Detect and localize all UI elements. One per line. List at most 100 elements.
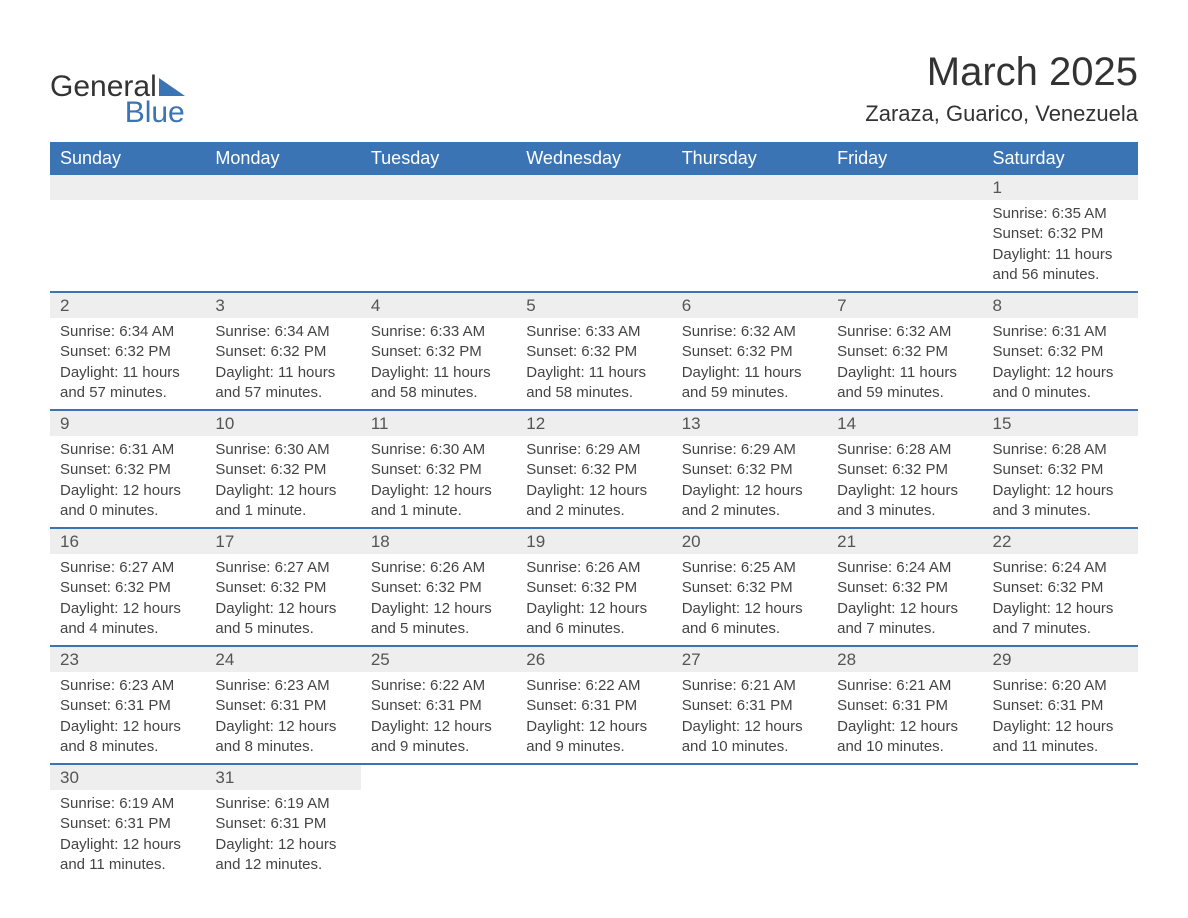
sunrise-line: Sunrise: 6:30 AM [215, 440, 350, 460]
sunset-line: Sunset: 6:32 PM [215, 342, 350, 362]
day-number-cell: 3 [205, 292, 360, 318]
daylight-line: Daylight: 12 hours and 7 minutes. [837, 599, 972, 640]
sunset-line: Sunset: 6:32 PM [60, 460, 195, 480]
sunset-line: Sunset: 6:32 PM [837, 578, 972, 598]
day-number-cell: 19 [516, 528, 671, 554]
title-block: March 2025 Zaraza, Guarico, Venezuela [865, 50, 1138, 127]
week-detail-row: Sunrise: 6:27 AMSunset: 6:32 PMDaylight:… [50, 554, 1138, 646]
daylight-line: Daylight: 12 hours and 10 minutes. [682, 717, 817, 758]
day-detail-cell [827, 790, 982, 881]
sunset-line: Sunset: 6:31 PM [215, 814, 350, 834]
day-detail-cell: Sunrise: 6:29 AMSunset: 6:32 PMDaylight:… [672, 436, 827, 528]
day-number-cell [672, 175, 827, 200]
sunset-line: Sunset: 6:31 PM [837, 696, 972, 716]
sunrise-line: Sunrise: 6:33 AM [371, 322, 506, 342]
sunrise-line: Sunrise: 6:21 AM [682, 676, 817, 696]
sunset-line: Sunset: 6:32 PM [215, 578, 350, 598]
sunset-line: Sunset: 6:31 PM [215, 696, 350, 716]
day-detail-cell: Sunrise: 6:25 AMSunset: 6:32 PMDaylight:… [672, 554, 827, 646]
sunrise-line: Sunrise: 6:25 AM [682, 558, 817, 578]
week-detail-row: Sunrise: 6:34 AMSunset: 6:32 PMDaylight:… [50, 318, 1138, 410]
day-detail-cell: Sunrise: 6:34 AMSunset: 6:32 PMDaylight:… [50, 318, 205, 410]
day-number-cell: 15 [983, 410, 1138, 436]
sunset-line: Sunset: 6:32 PM [993, 224, 1128, 244]
day-number-cell: 31 [205, 764, 360, 790]
daylight-line: Daylight: 12 hours and 12 minutes. [215, 835, 350, 876]
sunset-line: Sunset: 6:32 PM [993, 578, 1128, 598]
sunset-line: Sunset: 6:32 PM [526, 460, 661, 480]
day-number-cell: 23 [50, 646, 205, 672]
day-number-cell: 17 [205, 528, 360, 554]
daylight-line: Daylight: 11 hours and 58 minutes. [526, 363, 661, 404]
day-number-cell: 12 [516, 410, 671, 436]
day-detail-cell: Sunrise: 6:28 AMSunset: 6:32 PMDaylight:… [983, 436, 1138, 528]
day-number-cell: 6 [672, 292, 827, 318]
sunrise-line: Sunrise: 6:33 AM [526, 322, 661, 342]
day-detail-cell [50, 200, 205, 292]
day-detail-cell [361, 200, 516, 292]
sunset-line: Sunset: 6:32 PM [60, 342, 195, 362]
daylight-line: Daylight: 12 hours and 2 minutes. [526, 481, 661, 522]
day-number-cell [672, 764, 827, 790]
day-detail-cell: Sunrise: 6:24 AMSunset: 6:32 PMDaylight:… [983, 554, 1138, 646]
day-detail-cell [672, 790, 827, 881]
week-detail-row: Sunrise: 6:35 AMSunset: 6:32 PMDaylight:… [50, 200, 1138, 292]
sunset-line: Sunset: 6:32 PM [837, 342, 972, 362]
daylight-line: Daylight: 12 hours and 3 minutes. [993, 481, 1128, 522]
location-subtitle: Zaraza, Guarico, Venezuela [865, 101, 1138, 127]
day-number-cell: 7 [827, 292, 982, 318]
day-detail-cell: Sunrise: 6:35 AMSunset: 6:32 PMDaylight:… [983, 200, 1138, 292]
day-header: Sunday [50, 142, 205, 175]
day-header: Thursday [672, 142, 827, 175]
sunset-line: Sunset: 6:31 PM [682, 696, 817, 716]
week-daynum-row: 2345678 [50, 292, 1138, 318]
day-number-cell: 8 [983, 292, 1138, 318]
sunrise-line: Sunrise: 6:24 AM [837, 558, 972, 578]
day-number-cell: 28 [827, 646, 982, 672]
day-number-cell: 21 [827, 528, 982, 554]
day-detail-cell: Sunrise: 6:21 AMSunset: 6:31 PMDaylight:… [827, 672, 982, 764]
sunset-line: Sunset: 6:32 PM [993, 460, 1128, 480]
logo: General Blue [50, 50, 185, 130]
week-daynum-row: 16171819202122 [50, 528, 1138, 554]
week-daynum-row: 23242526272829 [50, 646, 1138, 672]
day-detail-cell: Sunrise: 6:30 AMSunset: 6:32 PMDaylight:… [205, 436, 360, 528]
day-detail-cell: Sunrise: 6:22 AMSunset: 6:31 PMDaylight:… [361, 672, 516, 764]
sunset-line: Sunset: 6:32 PM [215, 460, 350, 480]
sunrise-line: Sunrise: 6:29 AM [682, 440, 817, 460]
sunset-line: Sunset: 6:32 PM [371, 460, 506, 480]
daylight-line: Daylight: 12 hours and 4 minutes. [60, 599, 195, 640]
sunset-line: Sunset: 6:32 PM [837, 460, 972, 480]
sunrise-line: Sunrise: 6:29 AM [526, 440, 661, 460]
day-number-cell: 20 [672, 528, 827, 554]
daylight-line: Daylight: 11 hours and 59 minutes. [682, 363, 817, 404]
daylight-line: Daylight: 12 hours and 10 minutes. [837, 717, 972, 758]
day-detail-cell: Sunrise: 6:31 AMSunset: 6:32 PMDaylight:… [983, 318, 1138, 410]
day-detail-cell [516, 200, 671, 292]
day-header: Saturday [983, 142, 1138, 175]
daylight-line: Daylight: 11 hours and 57 minutes. [215, 363, 350, 404]
logo-triangle-icon [159, 78, 185, 96]
day-number-cell: 1 [983, 175, 1138, 200]
week-detail-row: Sunrise: 6:19 AMSunset: 6:31 PMDaylight:… [50, 790, 1138, 881]
day-detail-cell: Sunrise: 6:26 AMSunset: 6:32 PMDaylight:… [516, 554, 671, 646]
day-detail-cell: Sunrise: 6:28 AMSunset: 6:32 PMDaylight:… [827, 436, 982, 528]
sunrise-line: Sunrise: 6:23 AM [215, 676, 350, 696]
sunset-line: Sunset: 6:32 PM [371, 342, 506, 362]
daylight-line: Daylight: 12 hours and 11 minutes. [60, 835, 195, 876]
daylight-line: Daylight: 11 hours and 56 minutes. [993, 245, 1128, 286]
week-daynum-row: 3031 [50, 764, 1138, 790]
day-detail-cell: Sunrise: 6:24 AMSunset: 6:32 PMDaylight:… [827, 554, 982, 646]
daylight-line: Daylight: 12 hours and 0 minutes. [60, 481, 195, 522]
sunrise-line: Sunrise: 6:31 AM [993, 322, 1128, 342]
day-detail-cell: Sunrise: 6:26 AMSunset: 6:32 PMDaylight:… [361, 554, 516, 646]
sunrise-line: Sunrise: 6:24 AM [993, 558, 1128, 578]
day-detail-cell [516, 790, 671, 881]
daylight-line: Daylight: 12 hours and 0 minutes. [993, 363, 1128, 404]
day-number-cell: 26 [516, 646, 671, 672]
day-number-cell: 29 [983, 646, 1138, 672]
sunrise-line: Sunrise: 6:20 AM [993, 676, 1128, 696]
sunrise-line: Sunrise: 6:23 AM [60, 676, 195, 696]
day-number-cell: 18 [361, 528, 516, 554]
sunrise-line: Sunrise: 6:26 AM [371, 558, 506, 578]
